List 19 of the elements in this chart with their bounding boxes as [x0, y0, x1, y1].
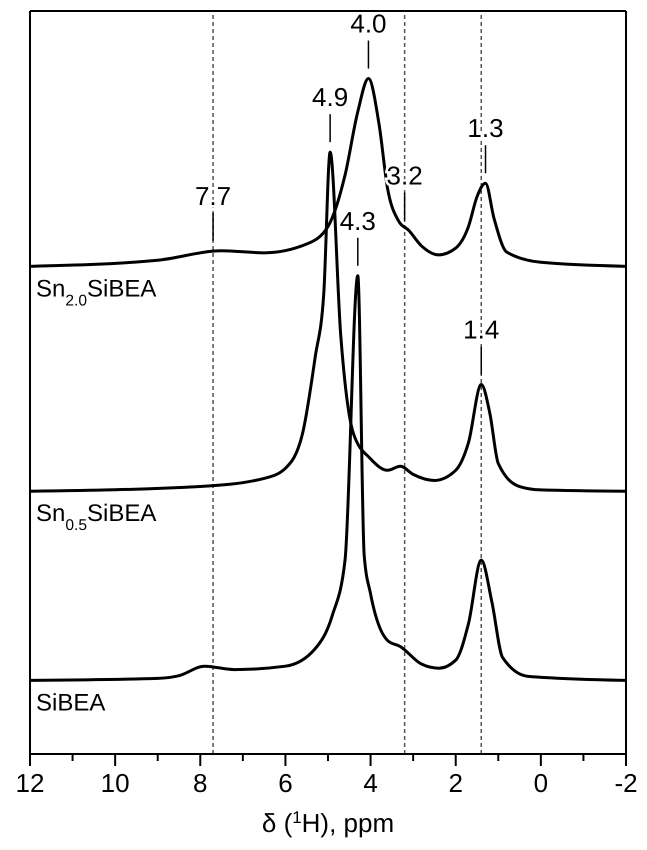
x-tick-label: 12: [16, 768, 44, 798]
series-label: Sn$_{2.0}$SiBEA: [36, 275, 156, 309]
x-tick-label: 2: [448, 768, 463, 798]
annotation: 3.2: [386, 160, 423, 191]
x-tick-label: 6: [278, 768, 293, 798]
x-tick-label: 8: [193, 768, 208, 798]
series-label: Sn$_{0.5}$SiBEA: [36, 500, 156, 534]
annotation: 1.3: [467, 113, 504, 144]
x-axis-title: δ ($^{1}$H), ppm: [262, 808, 394, 838]
x-tick-label: 10: [100, 768, 130, 798]
x-tick-label: 4: [363, 768, 378, 798]
x-tick-label: 0: [534, 768, 548, 798]
series-label: SiBEA: [36, 689, 106, 716]
annotation: 1.4: [463, 314, 500, 345]
annotation: 7.7: [194, 180, 232, 211]
annotation: 4.9: [312, 82, 348, 112]
x-tick-label: -2: [614, 768, 638, 798]
annotation: 4.3: [340, 206, 376, 236]
annotation: 4.0: [350, 8, 387, 39]
